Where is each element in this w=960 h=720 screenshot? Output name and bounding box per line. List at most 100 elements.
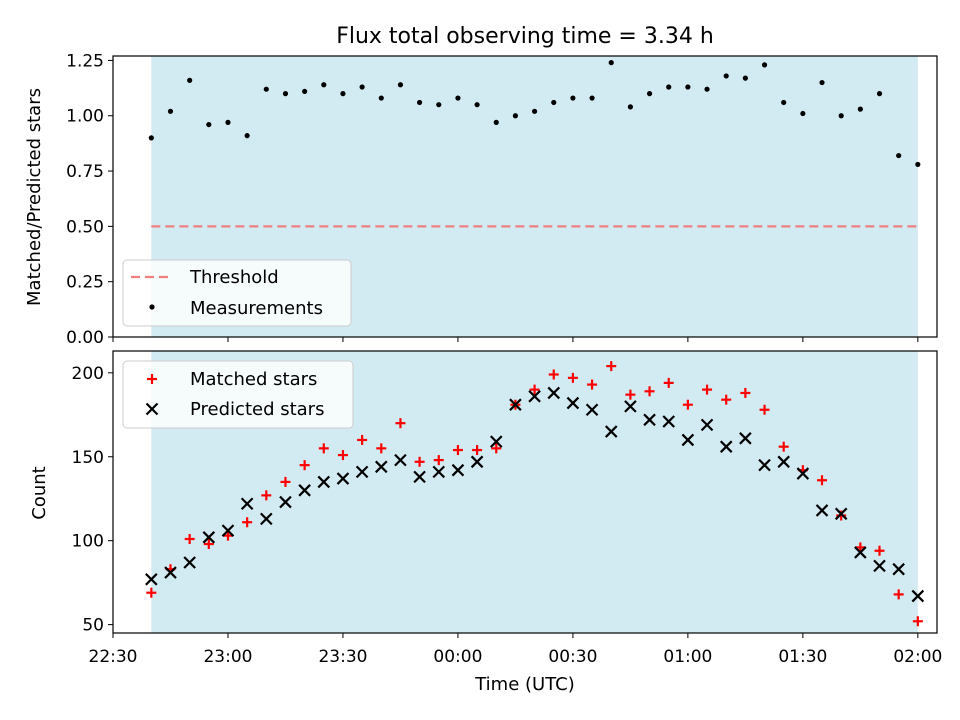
measurement-point: [608, 60, 614, 66]
ratio-y-tick-label: 0.00: [66, 328, 104, 348]
cross-stroke-b: [815, 504, 829, 517]
predicted-legend-swatch: [145, 402, 159, 416]
count-x-axis: 22:30 23:00 23:30 00:00 00:30 01:00 01:30 02:00: [89, 633, 942, 667]
ratio-y-label: Matched/Predicted stars: [24, 88, 45, 306]
x-tick-label: 00:30: [548, 647, 597, 667]
count-panel: 50 100 150 200 22:30 23:00 23:30 00:00 00:30 01:…: [29, 350, 942, 695]
measurement-point: [570, 95, 576, 101]
ratio-plot-frame: [112, 55, 938, 338]
measurement-point: [589, 95, 595, 101]
cross-stroke-b: [758, 458, 771, 472]
count-legend: Matched stars Predicted stars: [122, 360, 354, 429]
predicted-star-point: [183, 556, 196, 569]
measurement-point: [206, 121, 212, 128]
predicted-star-point: [375, 460, 388, 474]
count-y-tick-label: 150: [72, 448, 104, 468]
cross-stroke-b: [470, 455, 484, 469]
predicted-star-point: [509, 398, 522, 411]
matched-star-point: [529, 384, 540, 395]
count-plot-frame: [112, 350, 938, 634]
cross-stroke-b: [643, 413, 656, 427]
matched-star-point: [682, 399, 693, 410]
measurement-point: [646, 91, 653, 97]
count-y-tick-label: 100: [72, 532, 104, 552]
measurement-point: [493, 119, 499, 125]
ratio-y-tick-label: 1.25: [66, 51, 104, 71]
predicted-star-point: [796, 467, 810, 480]
cross-stroke-b: [662, 415, 675, 428]
matched-star-point: [376, 443, 387, 454]
cross-stroke-b: [585, 403, 599, 417]
measurement-point: [742, 75, 748, 81]
matched-star-point: [491, 443, 502, 454]
predicted-star-point: [413, 470, 426, 484]
predicted-star-point: [260, 512, 273, 526]
measurement-point: [512, 113, 519, 119]
cross-stroke-b: [566, 396, 580, 410]
measurements-series: [148, 60, 921, 168]
predicted-star-point: [739, 432, 752, 445]
measurement-point: [723, 73, 729, 79]
x-tick-label: 00:00: [433, 647, 482, 667]
cross-stroke-b: [854, 546, 867, 559]
predicted-star-point: [279, 495, 292, 509]
predicted-star-point: [145, 573, 158, 586]
matched-star-point: [740, 387, 751, 398]
measurement-point: [531, 108, 538, 114]
matched-star-point: [395, 418, 406, 429]
x-tick-label: 23:30: [318, 647, 367, 667]
matched-star-point: [817, 475, 828, 486]
cross-stroke-b: [240, 497, 254, 511]
matched-star-point: [548, 369, 559, 380]
measurement-point: [263, 86, 269, 92]
predicted-star-point: [662, 415, 675, 428]
predicted-star-point: [700, 418, 714, 432]
ratio-y-tick-label: 0.50: [66, 217, 104, 237]
x-tick-label: 01:30: [778, 647, 827, 667]
count-y-label: Count: [29, 466, 50, 519]
cross-stroke-b: [528, 390, 541, 403]
count-y-axis: 50 100 150 200: [72, 364, 113, 636]
ratio-y-tick-label: 1.00: [66, 107, 104, 127]
matched-star-point: [203, 539, 214, 550]
count-y-tick-label: 50: [82, 616, 104, 636]
measurements-legend-swatch: [149, 304, 155, 310]
ratio-y-axis: 0.00 0.25 0.50 0.75 1.00 1.25: [66, 51, 113, 348]
measurement-point: [282, 91, 289, 97]
measurement-point: [474, 102, 480, 108]
matched-star-point: [606, 361, 617, 372]
matched-star-point: [184, 534, 195, 544]
predicted-star-point: [394, 453, 407, 467]
cross-stroke-b: [413, 470, 426, 484]
matched-star-point: [318, 443, 329, 454]
matched-star-point: [874, 545, 885, 556]
cross-stroke-b: [489, 435, 503, 448]
measurement-point: [187, 77, 193, 83]
predicted-star-point: [221, 524, 235, 537]
predicted-star-point: [528, 390, 541, 403]
measurements-legend-label: Measurements: [190, 298, 323, 319]
cross-stroke-b: [355, 465, 369, 479]
matched-star-point: [587, 379, 598, 390]
measurement-point: [436, 102, 442, 108]
x-tick-label: 23:00: [203, 647, 252, 667]
measurement-point: [857, 106, 863, 112]
x-tick-label: 22:30: [89, 647, 138, 667]
matched-star-point: [337, 450, 348, 461]
cross-stroke-b: [394, 453, 407, 467]
matched-star-point: [893, 589, 904, 600]
measurement-point: [666, 84, 672, 90]
threshold-legend-label: Threshold: [189, 267, 279, 288]
matched-star-point: [836, 510, 847, 521]
matched-star-point: [261, 490, 272, 501]
predicted-star-point: [681, 433, 695, 447]
measurement-point: [627, 104, 633, 110]
predicted-star-point: [911, 589, 925, 603]
measurement-point: [781, 99, 787, 106]
x-axis-label: Time (UTC): [474, 674, 575, 695]
cross-stroke-b: [873, 559, 886, 573]
ratio-x-ticks: [112, 337, 919, 342]
predicted-star-point: [815, 504, 829, 517]
cross-stroke-b: [432, 465, 446, 479]
cross-stroke-b: [145, 573, 158, 586]
